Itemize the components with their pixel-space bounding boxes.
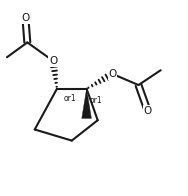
Text: or1: or1: [89, 96, 102, 105]
Polygon shape: [82, 89, 91, 118]
Text: O: O: [144, 106, 152, 116]
Text: or1: or1: [63, 94, 76, 103]
Text: O: O: [108, 69, 117, 79]
Text: O: O: [21, 13, 30, 23]
Text: O: O: [49, 56, 57, 66]
